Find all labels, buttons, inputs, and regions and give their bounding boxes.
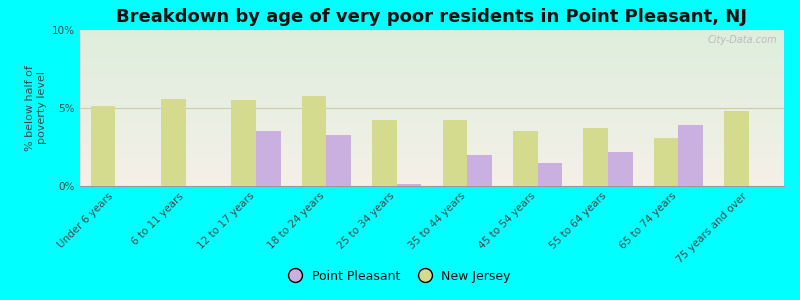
Bar — [678, 125, 703, 186]
Bar — [467, 155, 492, 186]
Bar — [90, 106, 115, 186]
Bar — [442, 121, 467, 186]
Title: Breakdown by age of very poor residents in Point Pleasant, NJ: Breakdown by age of very poor residents … — [117, 8, 747, 26]
Bar — [513, 131, 538, 186]
Bar — [654, 138, 678, 186]
Bar — [161, 99, 186, 186]
Text: City-Data.com: City-Data.com — [707, 35, 777, 45]
Bar — [583, 128, 608, 186]
Y-axis label: % below half of
poverty level: % below half of poverty level — [25, 65, 46, 151]
Bar — [608, 152, 633, 186]
Bar — [231, 100, 256, 186]
Legend: Point Pleasant, New Jersey: Point Pleasant, New Jersey — [284, 265, 516, 288]
Bar — [372, 121, 397, 186]
Bar — [724, 111, 749, 186]
Bar — [397, 184, 422, 186]
Bar — [326, 134, 351, 186]
Bar — [538, 163, 562, 186]
Bar — [302, 95, 326, 186]
Bar — [256, 131, 281, 186]
